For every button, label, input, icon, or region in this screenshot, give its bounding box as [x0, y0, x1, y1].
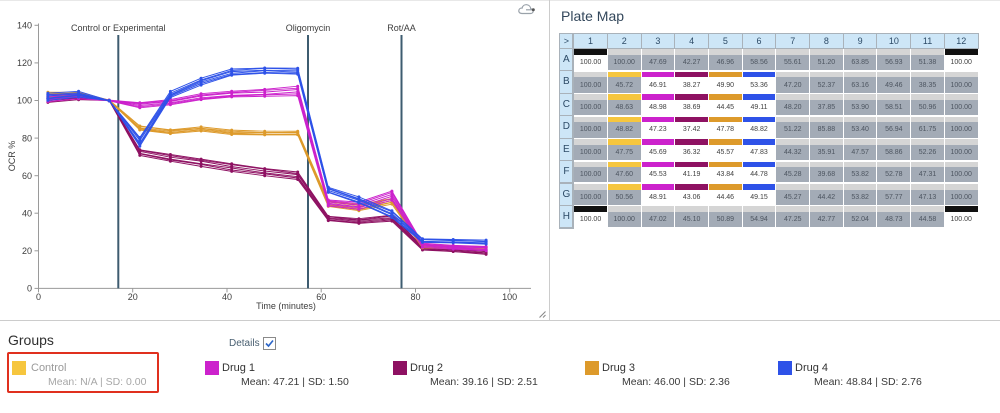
svg-text:80: 80: [22, 133, 32, 143]
svg-text:20: 20: [22, 246, 32, 256]
svg-text:Rot/AA: Rot/AA: [387, 23, 416, 33]
svg-text:20: 20: [128, 292, 138, 302]
svg-text:0: 0: [27, 284, 32, 294]
svg-text:80: 80: [410, 292, 420, 302]
svg-text:40: 40: [222, 292, 232, 302]
svg-text:100: 100: [502, 292, 517, 302]
svg-text:100: 100: [17, 96, 32, 106]
svg-text:Time (minutes): Time (minutes): [256, 301, 316, 311]
svg-text:Oligomycin: Oligomycin: [286, 23, 331, 33]
svg-text:60: 60: [316, 292, 326, 302]
svg-text:120: 120: [17, 58, 32, 68]
svg-text:0: 0: [36, 292, 41, 302]
svg-text:OCR %: OCR %: [7, 141, 17, 172]
svg-text:60: 60: [22, 171, 32, 181]
svg-text:140: 140: [17, 21, 32, 31]
svg-text:Control or Experimental: Control or Experimental: [71, 23, 166, 33]
svg-text:40: 40: [22, 208, 32, 218]
